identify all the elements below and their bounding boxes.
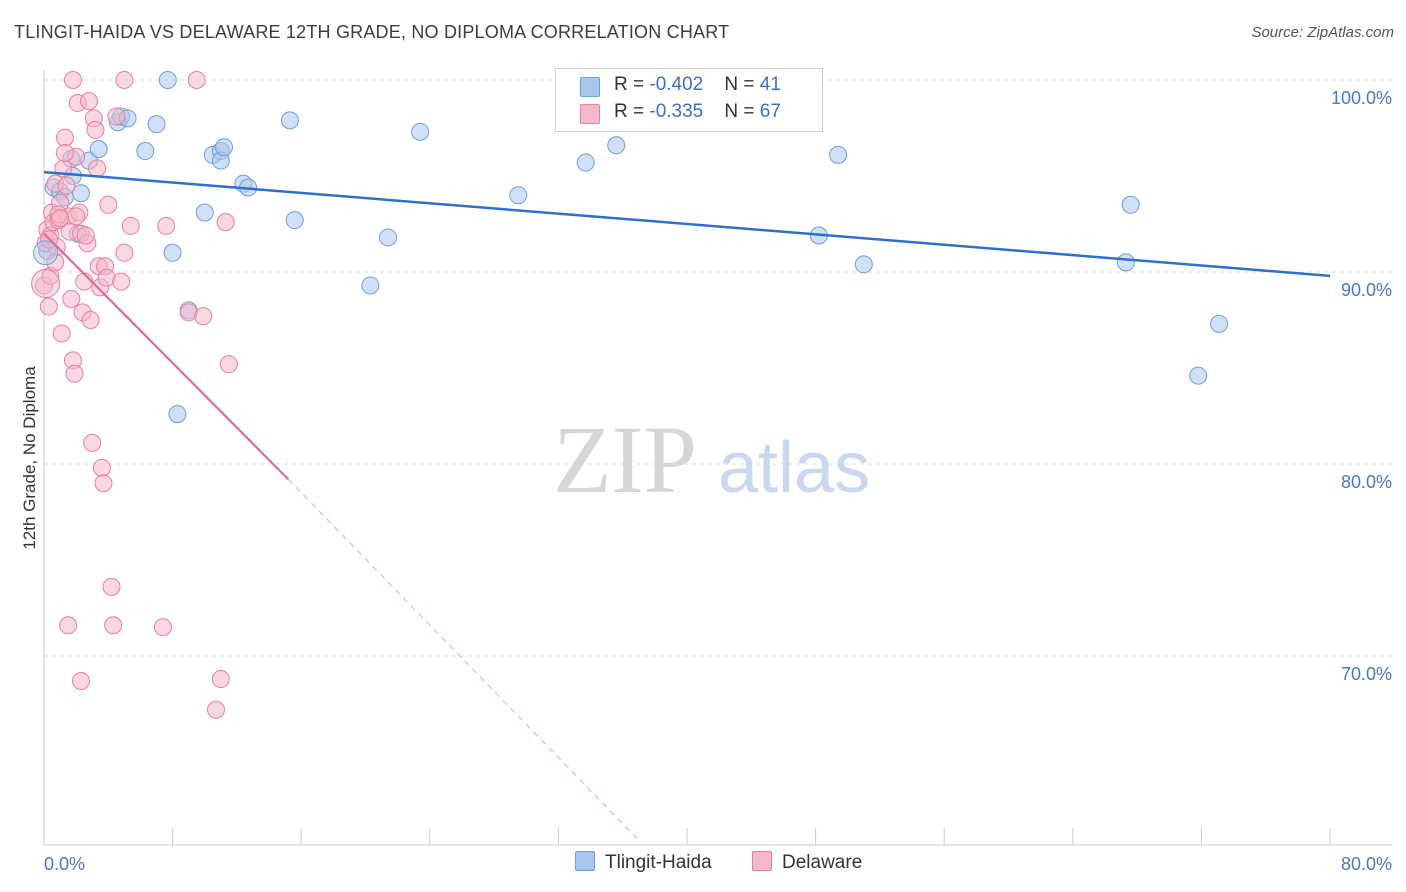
delaware-point (92, 458, 111, 477)
tlingit-haida-point (89, 140, 108, 159)
y-tick-label: 70.0% (1341, 664, 1392, 684)
tlingit-haida-point (285, 211, 304, 230)
tlingit-haida-point (136, 142, 155, 161)
tlingit-haida-point (147, 115, 166, 134)
delaware-point (46, 253, 65, 272)
delaware-point (115, 71, 134, 89)
legend-n-label: N = (724, 74, 760, 95)
tlingit-haida-trend-line (43, 170, 1331, 278)
tlingit-haida-point (1121, 195, 1140, 214)
series-swatch-tlingit-haida (575, 851, 595, 871)
tlingit-haida-point (854, 255, 873, 274)
x-tick-label: 0.0% (44, 854, 85, 874)
y-tick-label: 80.0% (1341, 472, 1392, 492)
tlingit-haida-point (607, 136, 626, 155)
tlingit-haida-point (361, 276, 380, 295)
tlingit-haida-point (1189, 366, 1208, 385)
delaware-point (67, 207, 86, 226)
delaware-point (157, 216, 176, 235)
delaware-point (52, 324, 71, 343)
delaware-point (63, 71, 82, 89)
delaware-point (62, 289, 81, 308)
delaware-point (81, 311, 100, 329)
delaware-point (115, 243, 134, 262)
delaware-point (76, 226, 95, 245)
delaware-point (88, 159, 107, 178)
delaware-point (99, 195, 118, 214)
tlingit-haida-point (168, 405, 187, 424)
delaware-point (55, 143, 74, 162)
delaware-point (107, 107, 126, 126)
delaware-point (104, 616, 123, 635)
tlingit-haida-point (215, 138, 234, 157)
tlingit-haida-point (829, 145, 848, 164)
legend-swatch-tlingit-haida (580, 77, 600, 97)
legend-n-value: 41 (759, 74, 781, 95)
x-tick-label: 80.0% (1341, 854, 1392, 874)
tlingit-haida-point (576, 153, 595, 172)
delaware-point (51, 209, 70, 228)
tlingit-haida-point (280, 111, 299, 130)
source-credit: Source: ZipAtlas.com (1251, 24, 1394, 41)
tlingit-haida-point (1116, 253, 1135, 272)
watermark-zip: ZIP (553, 406, 697, 513)
y-tick-label: 90.0% (1341, 280, 1392, 300)
y-tick-label: 100.0% (1331, 88, 1392, 108)
legend-r-label: R = (614, 74, 650, 95)
tlingit-haida-point (379, 228, 398, 247)
tlingit-haida-point (158, 71, 177, 89)
delaware-point (207, 700, 226, 719)
delaware-point (71, 671, 90, 690)
series-legend-tlingit-haida[interactable]: Tlingit-Haida (575, 851, 712, 874)
delaware-point (211, 670, 230, 689)
delaware-point (75, 272, 94, 291)
legend-r-value: -0.335 (649, 101, 704, 122)
series-label-delaware: Delaware (782, 852, 863, 873)
delaware-point (57, 176, 76, 195)
series-legend-delaware[interactable]: Delaware (752, 851, 862, 874)
tlingit-haida-point (163, 243, 182, 262)
stats-legend: R = -0.402 N = 41 R = -0.335 N = 67 (555, 68, 823, 132)
series-swatch-delaware (752, 851, 772, 871)
delaware-point (59, 616, 78, 635)
delaware-trend-extension (287, 479, 640, 841)
delaware-point (194, 307, 213, 326)
delaware-point (31, 269, 61, 299)
delaware-point (94, 474, 113, 493)
delaware-point (65, 364, 84, 383)
delaware-point (86, 120, 105, 139)
legend-n-label: N = (724, 101, 760, 122)
delaware-point (153, 618, 172, 637)
delaware-point (121, 216, 140, 235)
tlingit-haida-point (509, 186, 528, 205)
legend-n-value: 67 (759, 101, 781, 122)
delaware-point (80, 92, 99, 111)
delaware-point (187, 71, 206, 89)
delaware-point (219, 355, 238, 374)
legend-r-label: R = (614, 101, 650, 122)
tlingit-haida-point (33, 240, 59, 266)
delaware-point (39, 297, 58, 316)
delaware-point (102, 577, 121, 596)
watermark-atlas: atlas (718, 428, 870, 508)
tlingit-haida-point (195, 203, 214, 222)
delaware-point (83, 433, 102, 452)
delaware-point (112, 272, 131, 291)
tlingit-haida-point (1210, 314, 1229, 333)
delaware-point (55, 128, 74, 147)
delaware-trend-line (43, 232, 290, 481)
series-label-tlingit-haida: Tlingit-Haida (605, 852, 712, 873)
legend-r-value: -0.402 (649, 74, 704, 95)
tlingit-haida-point (411, 122, 430, 141)
legend-swatch-delaware (580, 104, 600, 124)
chart-title: TLINGIT-HAIDA VS DELAWARE 12TH GRADE, NO… (14, 22, 730, 42)
series-legend: Tlingit-Haida Delaware (0, 851, 1406, 879)
tlingit-haida-point (71, 184, 90, 203)
delaware-point (216, 213, 235, 232)
